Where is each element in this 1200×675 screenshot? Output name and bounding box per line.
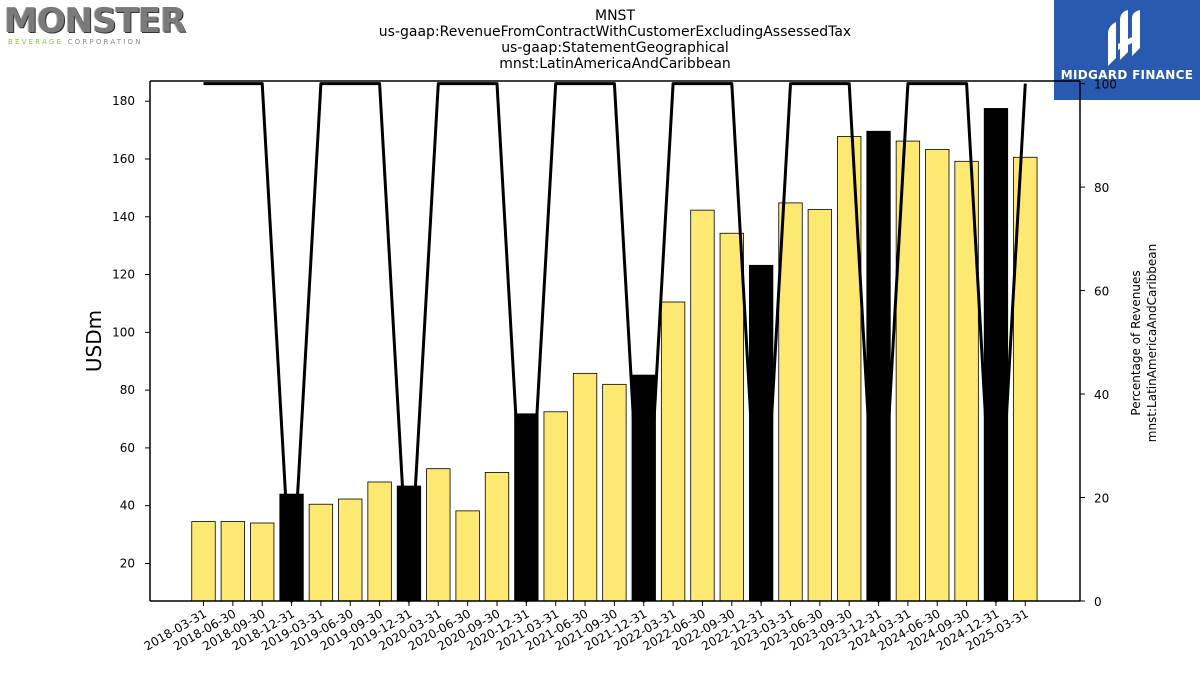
bar-2018-09-30	[250, 522, 275, 602]
y2-axis-label-line-0: Percentage of Revenues	[1129, 270, 1143, 415]
y2-tick-label-0: 0	[1094, 595, 1102, 609]
bar-2023-06-30	[807, 209, 832, 602]
bar-2020-06-30	[455, 510, 480, 602]
bar-2023-03-31	[778, 202, 803, 602]
bar-2022-06-30	[690, 209, 715, 602]
y-axis-ticks: 20 40 60 80 100 120 140 160 180	[112, 94, 150, 570]
y-tick-label-40: 40	[120, 499, 135, 513]
bar-2018-06-30	[220, 521, 246, 602]
y-axis-label: USDm	[82, 310, 106, 372]
y2-tick-label-80: 80	[1094, 181, 1109, 195]
y-tick-label-180: 180	[112, 94, 135, 108]
bar-2020-03-31	[426, 468, 451, 602]
y-tick-label-80: 80	[120, 383, 135, 397]
bar-2021-12-31	[631, 374, 656, 602]
bar-2022-09-30	[719, 232, 744, 602]
y2-axis-label-line-1: mnst:LatinAmericaAndCaribbean	[1145, 244, 1159, 443]
bar-2018-03-31	[191, 521, 216, 602]
monster-logo-sub-rest: CORPORATION	[63, 38, 143, 46]
percentage-line-group	[203, 82, 1027, 603]
y-tick-label-20: 20	[120, 556, 135, 570]
y-tick-label-100: 100	[112, 325, 135, 339]
bar-2021-03-31	[543, 411, 568, 602]
bar-2022-03-31	[660, 301, 686, 602]
y-tick-label-60: 60	[120, 441, 135, 455]
y-tick-label-160: 160	[112, 152, 135, 166]
bar-2019-03-31	[308, 503, 334, 602]
chart-title-line-3: mnst:LatinAmericaAndCaribbean	[499, 56, 731, 72]
bar-2024-06-30	[925, 149, 950, 602]
x-axis-ticks: 2018-03-312018-06-302018-09-302018-12-31…	[142, 601, 1031, 653]
bars	[191, 108, 1038, 602]
bar-2019-09-30	[367, 481, 392, 602]
y-tick-label-140: 140	[112, 210, 135, 224]
y2-tick-label-100: 100	[1094, 78, 1117, 92]
y-tick-label-120: 120	[112, 268, 135, 282]
bar-2020-09-30	[484, 472, 510, 602]
chart-title-line-1: us-gaap:RevenueFromContractWithCustomerE…	[379, 24, 851, 40]
monster-logo: MONSTER BEVERAGE CORPORATION	[4, 1, 186, 46]
y2-tick-label-20: 20	[1094, 492, 1109, 506]
bar-2021-09-30	[602, 383, 627, 602]
percentage-line	[203, 82, 1027, 603]
chart-title-line-0: MNST	[595, 8, 635, 24]
bar-2023-12-31	[866, 130, 891, 602]
y2-tick-label-40: 40	[1094, 388, 1109, 402]
monster-logo-text: MONSTER	[4, 1, 186, 41]
axis-labels: USDm Percentage of Revenues mnst:LatinAmer…	[82, 244, 1159, 443]
bar-2019-06-30	[338, 498, 363, 602]
chart-title-line-2: us-gaap:StatementGeographical	[501, 40, 729, 56]
monster-logo-subtext: BEVERAGE CORPORATION	[8, 38, 164, 46]
axes	[149, 80, 1081, 602]
y2-tick-label-60: 60	[1094, 285, 1109, 299]
y2-axis-ticks: 0 20 40 60 80 100	[1080, 78, 1117, 609]
chart-title: MNSTus-gaap:RevenueFromContractWithCusto…	[379, 8, 851, 72]
bar-2021-06-30	[572, 372, 598, 602]
midgard-emblem-icon	[1108, 10, 1140, 66]
bar-2024-12-31	[983, 108, 1009, 602]
monster-logo-sub-green: BEVERAGE	[8, 38, 64, 46]
midgard-logo-text: MIDGARD FINANCE	[1060, 68, 1194, 82]
midgard-finance-logo: MIDGARD FINANCE	[1054, 0, 1200, 100]
